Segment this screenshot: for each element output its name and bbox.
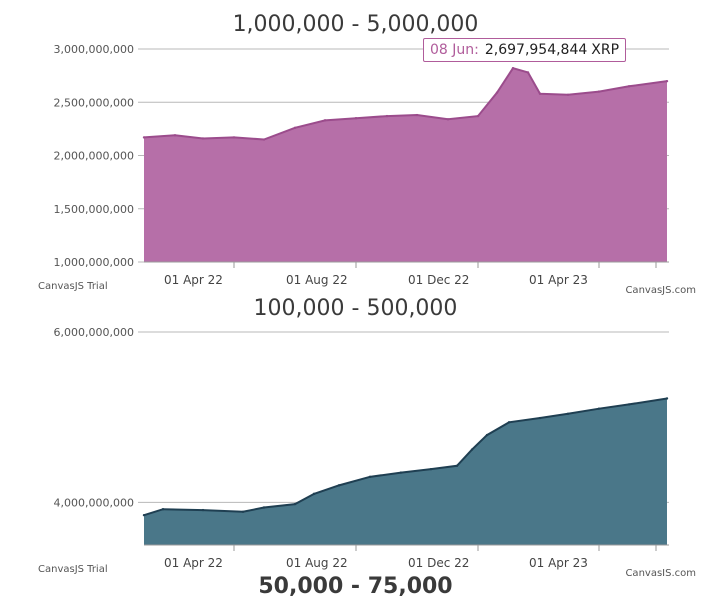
data-point[interactable]: [142, 513, 146, 517]
data-point[interactable]: [241, 510, 245, 513]
chart-1: 1,000,000 - 5,000,000 1,000,000,000 1,500…: [0, 0, 711, 300]
series-line: [143, 397, 668, 517]
series-area[interactable]: [144, 398, 667, 545]
data-point[interactable]: [293, 502, 297, 506]
data-point[interactable]: [446, 118, 450, 121]
data-point[interactable]: [566, 93, 570, 96]
chart-title: 1,000,000 - 5,000,000: [232, 12, 479, 37]
y-tick-label: 1,000,000,000: [54, 256, 134, 269]
data-point[interactable]: [293, 126, 297, 130]
y-tick-label: 1,500,000,000: [54, 203, 134, 216]
data-point[interactable]: [627, 403, 631, 406]
data-point[interactable]: [201, 137, 205, 140]
data-point[interactable]: [665, 79, 669, 83]
credit-left: CanvasJS Trial: [38, 564, 108, 575]
x-tick-label: 01 Dec 22: [408, 556, 469, 570]
next-chart-title: 50,000 - 75,000: [258, 574, 453, 599]
data-point[interactable]: [455, 464, 459, 467]
y-tick-label: 3,000,000,000: [54, 43, 134, 56]
x-tick-label: 01 Apr 23: [529, 273, 588, 287]
x-tick-label: 01 Apr 22: [164, 556, 223, 570]
data-point[interactable]: [201, 508, 205, 512]
data-point[interactable]: [470, 448, 474, 451]
x-tick-label: 01 Aug 22: [286, 556, 348, 570]
data-point[interactable]: [526, 71, 530, 74]
data-point[interactable]: [337, 484, 341, 487]
chart-title: 100,000 - 500,000: [253, 296, 458, 321]
data-point[interactable]: [262, 138, 266, 141]
data-point[interactable]: [262, 506, 266, 509]
tooltip-value: 2,697,954,844: [484, 42, 588, 58]
tooltip-date: 08 Jun:: [430, 42, 479, 58]
series-line: [143, 67, 668, 141]
data-point[interactable]: [665, 397, 669, 400]
data-point[interactable]: [597, 407, 601, 410]
x-tick-label: 01 Aug 22: [286, 273, 348, 287]
data-point[interactable]: [323, 119, 327, 122]
data-point[interactable]: [495, 91, 499, 94]
credit-right[interactable]: CanvasJS.com: [625, 285, 696, 296]
series-area[interactable]: [144, 68, 667, 262]
data-point[interactable]: [511, 66, 515, 70]
data-point[interactable]: [232, 136, 236, 139]
data-point[interactable]: [476, 114, 480, 118]
data-point[interactable]: [142, 136, 146, 139]
data-point[interactable]: [312, 492, 316, 496]
data-point[interactable]: [368, 475, 372, 479]
y-tick-label: 2,500,000,000: [54, 96, 134, 109]
data-point[interactable]: [173, 134, 177, 137]
chart-1-plot[interactable]: 1,000,000,000 1,500,000,000 2,000,000,000 2…: [0, 0, 711, 300]
data-point[interactable]: [429, 467, 433, 471]
data-point[interactable]: [354, 117, 358, 120]
y-tick-label: 4,000,000,000: [54, 496, 134, 509]
chart-2: 100,000 - 500,000 4,000,000,000 6,000,000…: [0, 292, 711, 576]
data-point[interactable]: [538, 416, 542, 420]
data-point[interactable]: [507, 421, 511, 424]
credit-right[interactable]: CanvasJS.com: [625, 568, 696, 576]
y-tick-label: 6,000,000,000: [54, 326, 134, 339]
data-point[interactable]: [538, 92, 542, 95]
y-tick-label: 2,000,000,000: [54, 150, 134, 163]
data-point[interactable]: [627, 85, 631, 88]
data-point[interactable]: [399, 471, 403, 474]
x-tick-label: 01 Dec 22: [408, 273, 469, 287]
credit-left: CanvasJS Trial: [38, 281, 108, 292]
chart-2-plot[interactable]: 4,000,000,000 6,000,000,000 01 Apr 22 01 Au…: [0, 292, 711, 576]
x-tick-label: 01 Apr 22: [164, 273, 223, 287]
data-point[interactable]: [415, 113, 419, 117]
data-point[interactable]: [161, 508, 165, 511]
tooltip-unit: XRP: [591, 42, 620, 58]
data-point[interactable]: [385, 114, 389, 118]
data-point[interactable]: [566, 412, 570, 415]
data-point[interactable]: [597, 90, 601, 93]
data-point[interactable]: [485, 433, 489, 437]
x-tick-label: 01 Apr 23: [529, 556, 588, 570]
chart-tooltip: 08 Jun: 2,697,954,844 XRP: [423, 38, 627, 62]
